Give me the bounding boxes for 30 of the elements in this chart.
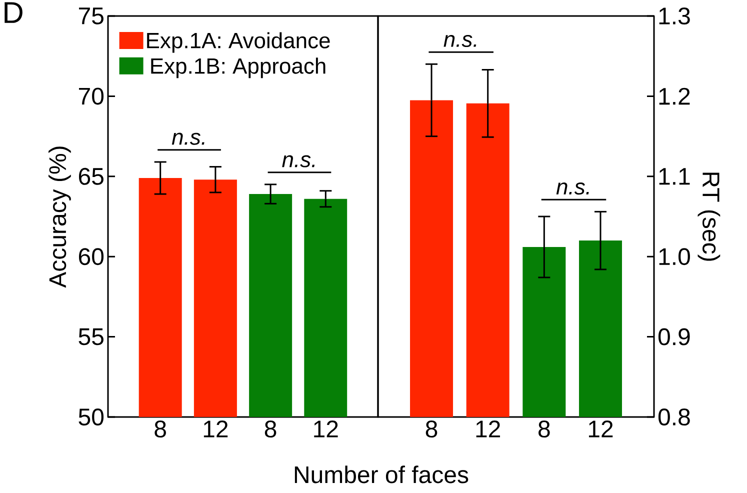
chart-title: D [4, 2, 22, 23]
annotation: n.s. [172, 132, 204, 145]
annotation: n.s. [556, 182, 589, 195]
y2-tick-label: 1.2 [659, 88, 690, 105]
y-tick-label: 60 [78, 248, 104, 266]
y-tick-label: 75 [78, 8, 104, 24]
x-tick-label: 8 [154, 420, 166, 438]
annotation: n.s. [282, 155, 315, 168]
x-tick-label: 12 [588, 420, 613, 438]
y2-axis-title: RT (sec) [698, 172, 720, 261]
y-tick-label: 50 [78, 408, 104, 426]
y-tick-label: 70 [78, 88, 104, 105]
annotation: n.s. [444, 34, 476, 48]
x-tick-label: 12 [314, 420, 338, 438]
x-tick-label: 8 [426, 420, 438, 438]
y2-tick-label: 1.1 [659, 168, 690, 185]
y2-tick-label: 1.0 [659, 248, 690, 266]
legend-label: Exp.1A: Avoidance [147, 32, 330, 53]
y2-tick-label: 1.3 [659, 8, 690, 24]
x-tick-label: 12 [476, 420, 500, 438]
y-axis-title: Accuracy (%) [48, 146, 71, 288]
y-tick-label: 55 [78, 328, 104, 346]
x-tick-label: 8 [538, 420, 550, 438]
y2-tick-label: 0.9 [658, 328, 690, 346]
x-axis-title: Number of faces [294, 466, 468, 484]
x-tick-label: 8 [264, 420, 276, 438]
y-tick-label: 65 [78, 168, 104, 185]
x-tick-label: 12 [204, 420, 228, 438]
legend-label: Exp.1B: Approach [151, 58, 326, 78]
y2-tick-label: 0.8 [658, 408, 690, 426]
